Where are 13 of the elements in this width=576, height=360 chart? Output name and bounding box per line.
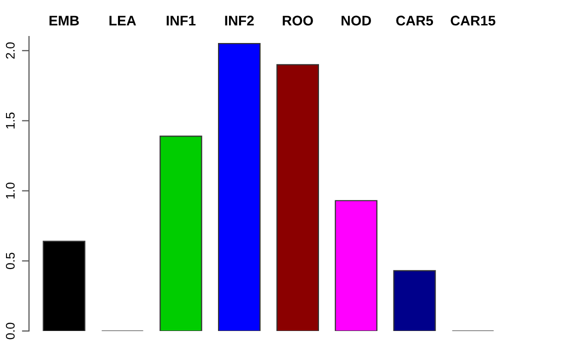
y-tick-label: 1.5 <box>6 112 15 128</box>
y-tick-label: 2.0 <box>6 42 15 59</box>
y-tick-label: 0.5 <box>6 252 15 270</box>
x-tick-label: CAR15 <box>450 16 496 26</box>
x-tick-label: INF1 <box>166 16 196 26</box>
x-tick-label: NOD <box>342 16 371 26</box>
x-tick-label: EMB <box>50 16 79 26</box>
x-tick-label: INF2 <box>225 16 254 26</box>
x-tick-label: CAR5 <box>396 16 434 26</box>
x-tick-label: LEA <box>110 16 136 26</box>
x-tick-label: ROO <box>282 16 313 26</box>
y-tick-label: 0.0 <box>6 322 15 340</box>
y-tick-label: 1.0 <box>6 182 15 199</box>
